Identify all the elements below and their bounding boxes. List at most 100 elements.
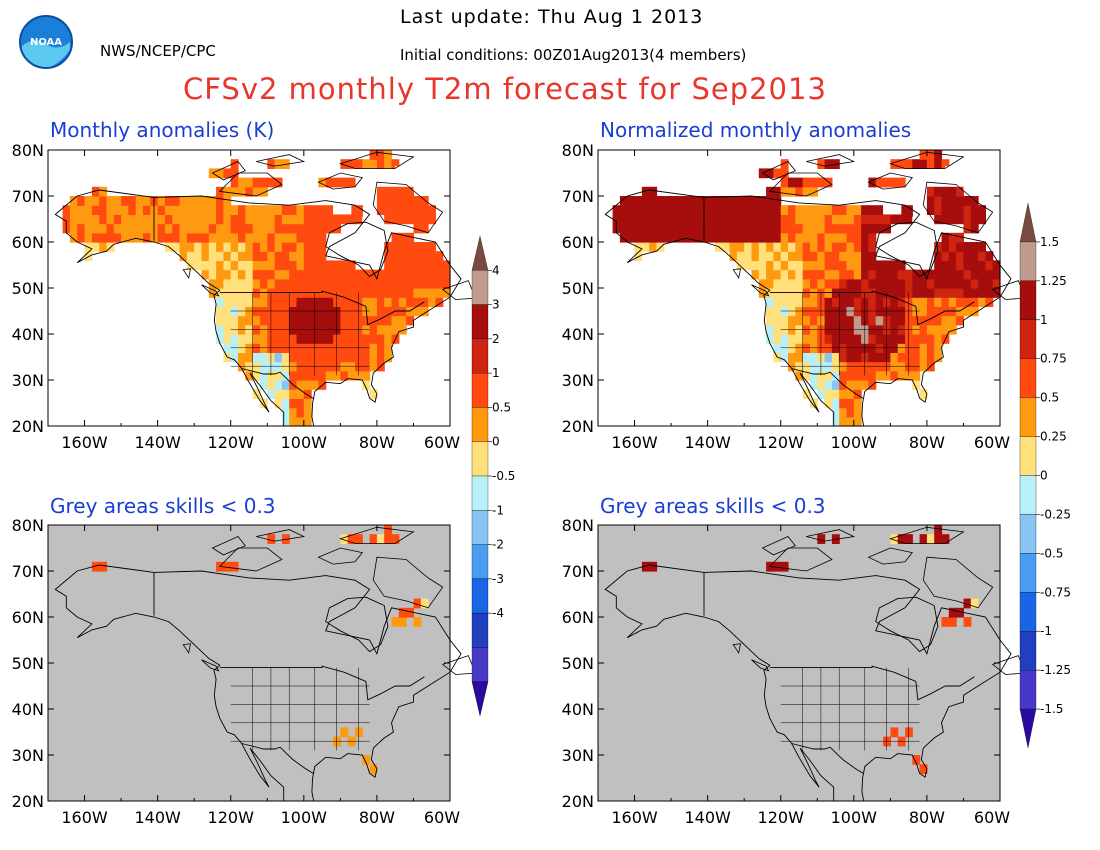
lat-tick-label: 80N <box>562 516 594 535</box>
lat-tick-label: 80N <box>562 141 594 160</box>
coastline-tl <box>54 189 462 427</box>
lat-tick-label: 80N <box>12 141 44 160</box>
lon-tick-label: 140W <box>684 433 731 452</box>
legend-label: -2 <box>492 538 504 552</box>
border-line-br <box>791 743 865 775</box>
lon-tick-label: 60W <box>424 433 460 452</box>
panel-title-tr: Normalized monthly anomalies <box>600 118 912 142</box>
lon-tick-label: 80W <box>909 433 945 452</box>
legend-label: 4 <box>492 263 500 277</box>
lat-tick-label: 60N <box>12 233 44 252</box>
map-panel-br: 80N 70N 60N 50N 40N 30N 20N 160W 140W 120W 100W 80W… <box>562 516 1027 827</box>
legend-label: 0.5 <box>492 400 511 414</box>
legend-label: 0 <box>492 435 500 449</box>
lon-tick-label: 100W <box>831 433 878 452</box>
last-update: Last update: Thu Aug 1 2013 <box>400 6 704 28</box>
state-lines-br <box>780 667 920 751</box>
lon-tick-label: 60W <box>974 433 1010 452</box>
legend-label: -0.75 <box>1040 585 1071 599</box>
lon-tick-label: 80W <box>359 808 395 827</box>
legend-swatch <box>1019 514 1037 554</box>
legend-swatch <box>471 578 489 614</box>
lon-tick-label: 120W <box>758 433 805 452</box>
border-line-bl <box>219 665 425 701</box>
lat-tick-label: 80N <box>12 516 44 535</box>
lat-tick-label: 40N <box>12 700 44 719</box>
noaa-logo: NOAA <box>18 14 74 74</box>
legend-label: 1 <box>1040 313 1048 327</box>
anomaly-cells-tr <box>612 150 1001 427</box>
legend-swatch <box>1019 319 1037 359</box>
legend-label: 3 <box>492 298 500 312</box>
legend-swatch <box>1019 631 1037 671</box>
legend-label: 2 <box>492 332 500 346</box>
legend-swatch <box>471 612 489 648</box>
lon-tick-label: 160W <box>61 808 108 827</box>
legend-label: -1.25 <box>1040 663 1071 677</box>
lat-tick-label: 50N <box>12 279 44 298</box>
legend-cap-top <box>471 235 489 271</box>
anomaly-cells-bl <box>91 525 429 774</box>
legend-swatch <box>1019 358 1037 398</box>
map-panel-tl: 80N 70N 60N 50N 40N 30N 20N 160W 140W 120W 100W 80W… <box>12 141 477 452</box>
lat-tick-label: 50N <box>12 654 44 673</box>
org-label: NWS/NCEP/CPC <box>100 42 216 60</box>
lat-tick-label: 50N <box>562 654 594 673</box>
legend-label: 1.25 <box>1040 274 1067 288</box>
legend-swatch <box>471 372 489 408</box>
lon-tick-label: 140W <box>684 808 731 827</box>
map-panel-bl: 80N 70N 60N 50N 40N 30N 20N 160W 140W 120W 100W 80W… <box>12 516 477 827</box>
legend-label: -4 <box>492 606 504 620</box>
lon-tick-label: 160W <box>61 433 108 452</box>
lon-tick-label: 140W <box>134 433 181 452</box>
legend-swatch <box>471 544 489 580</box>
border-line-tr <box>769 290 975 326</box>
lat-tick-label: 40N <box>562 325 594 344</box>
lon-tick-label: 100W <box>281 433 328 452</box>
logo-text: NOAA <box>30 37 62 48</box>
lon-tick-label: 100W <box>831 808 878 827</box>
border-line-tr <box>791 368 865 400</box>
legend-swatch <box>471 407 489 442</box>
lat-tick-label: 20N <box>562 792 594 811</box>
grey-mask-bl <box>48 525 450 801</box>
lon-tick-label: 120W <box>208 433 255 452</box>
legend-swatch <box>471 338 489 374</box>
legend-swatch <box>1019 436 1037 476</box>
legend-swatch <box>471 304 489 340</box>
grey-mask-br <box>598 525 1000 801</box>
legend-swatch <box>471 475 489 511</box>
legend-label: -0.25 <box>1040 507 1071 521</box>
lat-tick-label: 30N <box>12 746 44 765</box>
border-line-tl <box>219 290 425 326</box>
lon-tick-label: 60W <box>974 808 1010 827</box>
panel-title-br: Grey areas skills < 0.3 <box>600 494 826 518</box>
panel-title-bl: Grey areas skills < 0.3 <box>50 494 276 518</box>
state-lines-tl <box>230 292 370 376</box>
lat-tick-label: 30N <box>562 746 594 765</box>
lat-tick-label: 70N <box>12 187 44 206</box>
legend-label: 1 <box>492 366 500 380</box>
border-line-br <box>769 665 975 701</box>
lon-tick-label: 80W <box>359 433 395 452</box>
lat-tick-label: 50N <box>562 279 594 298</box>
legend-cap-bottom <box>471 681 489 717</box>
legend-swatch <box>1019 592 1037 632</box>
anomaly-cells-br <box>641 525 979 774</box>
border-line-bl <box>241 743 315 775</box>
coastline-tr <box>604 189 1012 427</box>
lon-tick-label: 120W <box>758 808 805 827</box>
legend-left: 4 3 2 1 0.5 0 -0.5 -1 -2 -3 -4 <box>471 235 515 717</box>
legend-swatch <box>471 270 489 305</box>
legend-label: -3 <box>492 572 504 586</box>
legend-label: -1 <box>492 503 504 517</box>
lon-tick-label: 160W <box>611 433 658 452</box>
legend-swatch <box>1019 241 1037 282</box>
lat-tick-label: 60N <box>12 608 44 627</box>
lat-tick-label: 20N <box>12 417 44 436</box>
lon-tick-label: 160W <box>611 808 658 827</box>
legend-swatch <box>1019 553 1037 593</box>
legend-cap-top <box>1019 202 1037 243</box>
border-line-tl <box>241 368 315 400</box>
